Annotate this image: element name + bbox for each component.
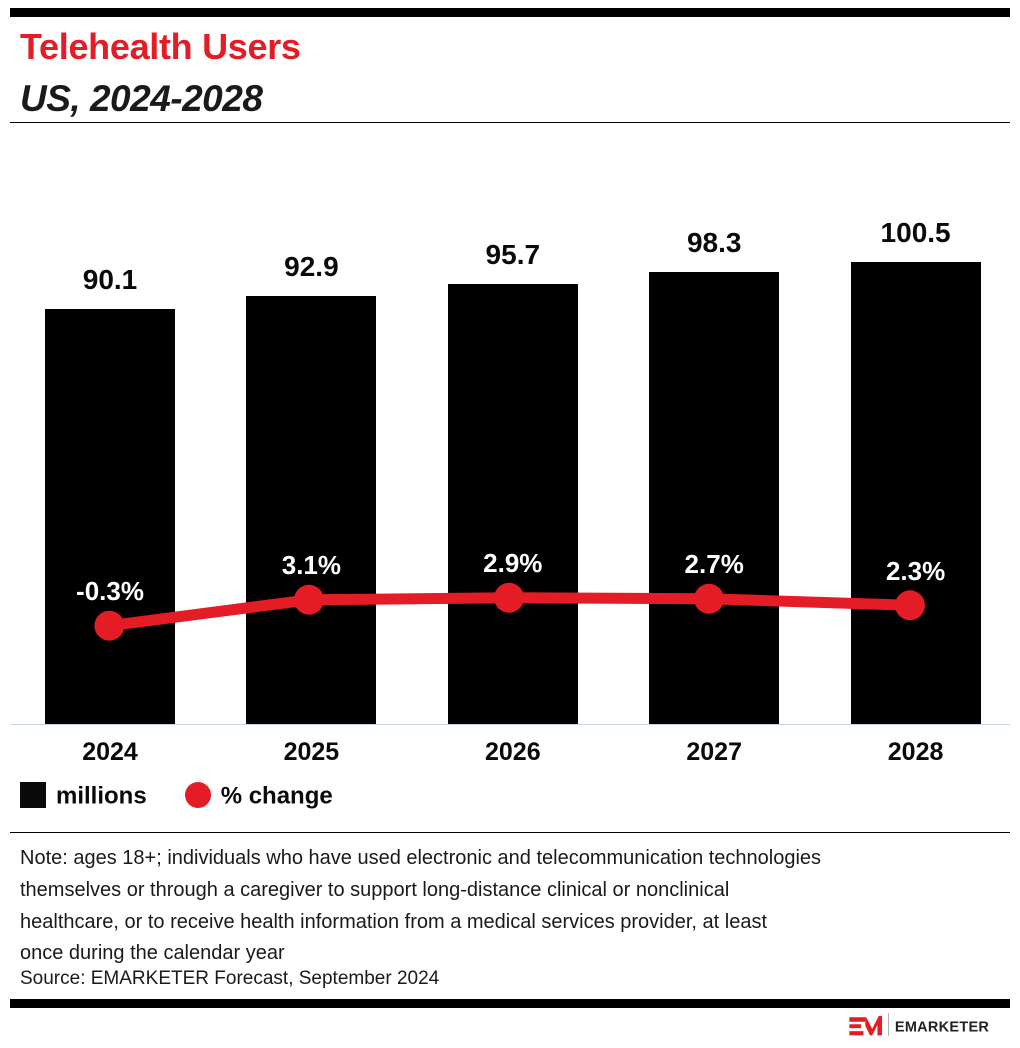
svg-text:EMARKETER: EMARKETER	[895, 1019, 990, 1035]
